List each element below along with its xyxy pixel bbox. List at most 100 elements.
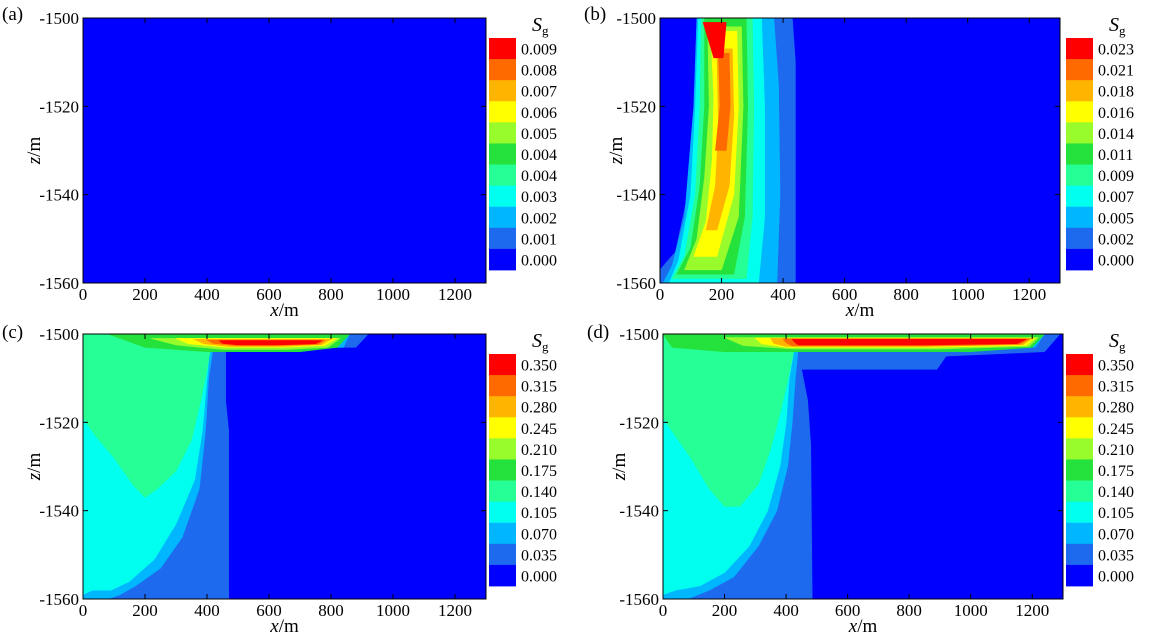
colorbar-swatch xyxy=(1066,438,1093,460)
x-tick-label: 0 xyxy=(656,285,665,304)
y-tick-label: -1560 xyxy=(39,590,79,609)
colorbar-label: 0.016 xyxy=(1098,105,1134,122)
y-axis-label: z/m xyxy=(609,453,630,482)
x-tick-label: 800 xyxy=(318,285,344,304)
panel-c: 0 200 400 600 800 1000 1200 -1500 -1520 -1540 -156… xyxy=(2,322,557,637)
colorbar: 0.350 0.315 0.280 0.245 0.210 0.175 0.140 0.105… xyxy=(1066,330,1134,587)
colorbar-label: 0.280 xyxy=(1098,400,1134,417)
colorbar-swatch xyxy=(489,248,516,271)
contour-field xyxy=(663,334,1063,599)
colorbar-label: 0.000 xyxy=(521,252,557,269)
colorbar-swatch xyxy=(489,206,516,229)
colorbar-label: 0.007 xyxy=(1098,189,1134,206)
contour-level-9 xyxy=(715,52,731,151)
contour-field xyxy=(83,334,486,599)
colorbar-label: 0.021 xyxy=(1098,63,1134,80)
colorbar-swatch xyxy=(489,480,516,503)
x-tick-label: 0 xyxy=(79,601,88,620)
colorbar-swatch xyxy=(489,354,516,376)
plot-frame xyxy=(82,333,487,600)
contour-field xyxy=(83,18,486,283)
colorbar-swatch xyxy=(1066,248,1093,271)
colorbar-swatch xyxy=(489,543,516,566)
y-tick-label: -1560 xyxy=(39,274,79,293)
colorbar-label: 0.009 xyxy=(521,42,557,59)
contour-level-10 xyxy=(791,338,1027,346)
colorbar-label: 0.245 xyxy=(1098,421,1134,438)
x-tick-label: 1000 xyxy=(376,601,410,620)
colorbar-swatch xyxy=(489,59,516,81)
contour-level-10 xyxy=(702,22,727,59)
colorbar-swatch xyxy=(1066,543,1093,566)
colorbar-title: Sg xyxy=(1109,330,1126,354)
colorbar-swatch xyxy=(489,417,516,439)
colorbar-label: 0.315 xyxy=(1098,379,1134,396)
y-axis-label: z/m xyxy=(24,453,45,482)
x-tick-label: 200 xyxy=(709,285,735,304)
colorbar-label: 0.000 xyxy=(1098,252,1134,269)
panel-label: (d) xyxy=(587,322,609,343)
colorbar-swatch xyxy=(1066,227,1093,250)
x-tick-label: 600 xyxy=(835,601,861,620)
colorbar-title: Sg xyxy=(532,14,549,38)
x-tick-label: 1200 xyxy=(1012,285,1046,304)
colorbar-label: 0.350 xyxy=(521,358,557,375)
colorbar-swatch xyxy=(489,564,516,587)
colorbar-swatch xyxy=(1066,206,1093,229)
colorbar-label: 0.245 xyxy=(521,421,557,438)
y-tick-label: -1540 xyxy=(39,186,79,205)
colorbar-label: 0.070 xyxy=(521,526,557,543)
x-tick-label: 400 xyxy=(194,285,220,304)
x-tick-label: 200 xyxy=(712,601,738,620)
colorbar-label: 0.004 xyxy=(521,168,557,185)
colorbar-label: 0.007 xyxy=(521,84,557,101)
colorbar: 0.009 0.008 0.007 0.006 0.005 0.004 0.004 0.003… xyxy=(489,14,557,271)
y-tick-label: -1520 xyxy=(619,413,659,432)
y-tick-label: -1520 xyxy=(616,97,656,116)
contour-background xyxy=(83,18,486,283)
colorbar-label: 0.014 xyxy=(1098,126,1134,143)
colorbar-swatch xyxy=(1066,80,1093,102)
x-tick-label: 1000 xyxy=(951,285,985,304)
y-tick-label: -1520 xyxy=(39,97,79,116)
x-tick-label: 400 xyxy=(770,285,796,304)
x-tick-label: 1000 xyxy=(954,601,988,620)
colorbar-swatch xyxy=(489,459,516,481)
colorbar-title: Sg xyxy=(532,330,549,354)
x-tick-label: 1200 xyxy=(438,285,472,304)
y-tick-label: -1560 xyxy=(616,274,656,293)
plot-frame xyxy=(659,17,1061,284)
y-axis-label: z/m xyxy=(24,137,45,166)
y-tick-label: -1540 xyxy=(39,502,79,521)
y-tick-label: -1500 xyxy=(616,9,656,28)
colorbar-swatch xyxy=(1066,354,1093,376)
colorbar-label: 0.315 xyxy=(521,379,557,396)
colorbar-label: 0.105 xyxy=(521,505,557,522)
colorbar-swatch xyxy=(489,185,516,208)
x-tick-label: 600 xyxy=(256,601,282,620)
colorbar-label: 0.004 xyxy=(521,147,557,164)
colorbar-swatch xyxy=(489,164,516,187)
x-axis-label: x/m xyxy=(848,616,878,637)
colorbar-label: 0.018 xyxy=(1098,84,1134,101)
panel-d: 0 200 400 600 800 1000 1200 -1500 -1520 -1540 -156… xyxy=(587,322,1134,637)
colorbar-label: 0.070 xyxy=(1098,526,1134,543)
colorbar-swatch xyxy=(489,80,516,102)
colorbar: 0.350 0.315 0.280 0.245 0.210 0.175 0.140 0.105… xyxy=(489,330,557,587)
x-tick-label: 1200 xyxy=(1015,601,1049,620)
colorbar-label: 0.140 xyxy=(521,484,557,501)
colorbar-swatch xyxy=(1066,522,1093,545)
colorbar-swatch xyxy=(1066,38,1093,60)
colorbar-label: 0.005 xyxy=(521,126,557,143)
contour-level-10 xyxy=(219,340,323,346)
y-tick-label: -1500 xyxy=(39,9,79,28)
x-tick-label: 600 xyxy=(832,285,858,304)
panel-label: (b) xyxy=(584,4,606,25)
x-tick-label: 800 xyxy=(318,601,344,620)
colorbar-swatch xyxy=(1066,143,1093,165)
panel-label: (a) xyxy=(2,4,23,25)
x-axis-label: x/m xyxy=(269,616,299,637)
colorbar-label: 0.002 xyxy=(1098,231,1134,248)
colorbar-label: 0.105 xyxy=(1098,505,1134,522)
colorbar-swatch xyxy=(489,396,516,418)
